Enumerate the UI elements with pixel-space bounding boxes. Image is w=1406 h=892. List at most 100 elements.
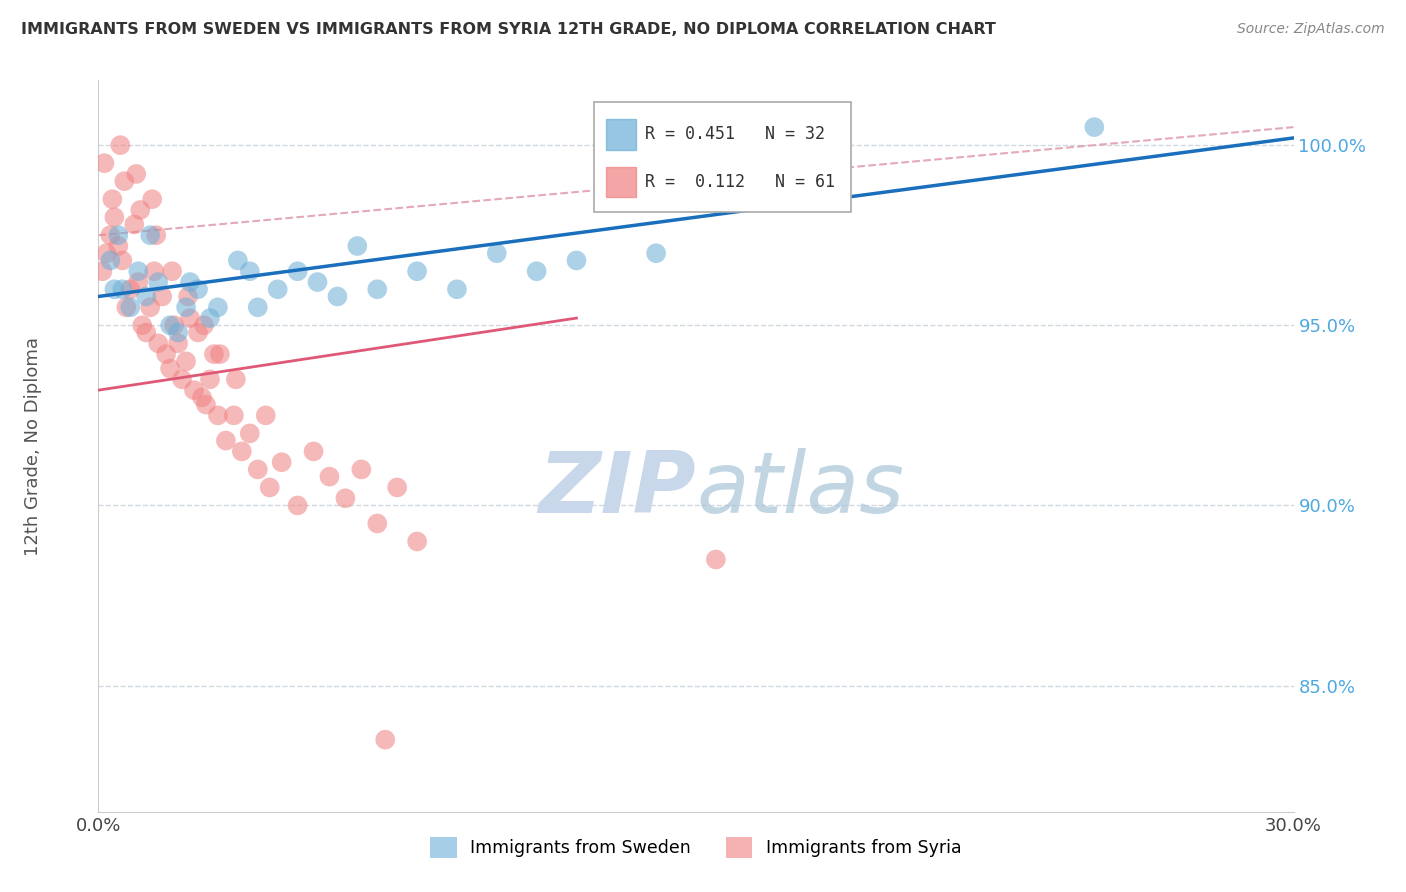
Point: [645, 246, 668, 260]
Point: [526, 264, 548, 278]
Point: [287, 264, 309, 278]
Point: [193, 318, 215, 333]
Point: [446, 282, 468, 296]
Point: [267, 282, 290, 296]
Point: [91, 264, 114, 278]
Point: [159, 318, 181, 333]
Legend: Immigrants from Sweden, Immigrants from Syria: Immigrants from Sweden, Immigrants from …: [423, 830, 969, 865]
Point: [259, 480, 281, 494]
Point: [485, 246, 508, 260]
Point: [127, 264, 149, 278]
Point: [177, 289, 200, 303]
Point: [318, 469, 340, 483]
Text: Source: ZipAtlas.com: Source: ZipAtlas.com: [1237, 22, 1385, 37]
Point: [187, 282, 209, 296]
Point: [101, 192, 124, 206]
Point: [148, 275, 170, 289]
FancyBboxPatch shape: [595, 103, 852, 212]
Text: IMMIGRANTS FROM SWEDEN VS IMMIGRANTS FROM SYRIA 12TH GRADE, NO DIPLOMA CORRELATI: IMMIGRANTS FROM SWEDEN VS IMMIGRANTS FRO…: [21, 22, 995, 37]
Point: [366, 516, 388, 531]
Point: [239, 426, 262, 441]
Point: [107, 228, 129, 243]
Point: [174, 300, 197, 314]
Point: [307, 275, 329, 289]
Point: [111, 282, 134, 296]
Point: [246, 462, 269, 476]
Point: [183, 383, 205, 397]
Point: [131, 318, 153, 333]
Point: [129, 202, 152, 217]
Point: [120, 282, 142, 296]
Point: [179, 275, 201, 289]
Point: [565, 253, 588, 268]
Point: [207, 300, 229, 314]
Point: [127, 275, 149, 289]
Point: [135, 326, 157, 340]
Point: [222, 409, 245, 423]
Point: [98, 228, 122, 243]
Point: [254, 409, 277, 423]
Point: [270, 455, 292, 469]
Point: [115, 300, 138, 314]
Point: [112, 174, 135, 188]
Text: R =  0.112   N = 61: R = 0.112 N = 61: [644, 173, 835, 191]
Text: atlas: atlas: [696, 449, 904, 532]
Point: [103, 282, 125, 296]
Text: ZIP: ZIP: [538, 449, 696, 532]
Point: [346, 239, 368, 253]
Point: [174, 354, 197, 368]
Point: [366, 282, 388, 296]
Point: [215, 434, 238, 448]
Point: [350, 462, 373, 476]
Point: [239, 264, 262, 278]
Point: [111, 253, 134, 268]
Point: [98, 253, 122, 268]
Point: [191, 390, 214, 404]
Point: [135, 289, 157, 303]
Point: [208, 347, 231, 361]
Point: [226, 253, 249, 268]
Point: [187, 326, 209, 340]
Point: [202, 347, 225, 361]
Point: [148, 336, 170, 351]
Point: [225, 372, 247, 386]
Point: [326, 289, 349, 303]
Point: [198, 311, 221, 326]
Point: [704, 552, 727, 566]
Text: R = 0.451   N = 32: R = 0.451 N = 32: [644, 126, 824, 144]
Point: [167, 326, 190, 340]
Point: [246, 300, 269, 314]
Point: [139, 228, 162, 243]
Point: [179, 311, 201, 326]
Point: [150, 289, 173, 303]
Point: [93, 156, 115, 170]
Point: [163, 318, 186, 333]
Point: [406, 264, 429, 278]
Point: [125, 167, 148, 181]
Point: [231, 444, 253, 458]
Text: 12th Grade, No Diploma: 12th Grade, No Diploma: [24, 336, 42, 556]
Point: [120, 300, 142, 314]
Point: [406, 534, 429, 549]
Point: [145, 228, 167, 243]
Point: [160, 264, 183, 278]
Point: [335, 491, 357, 506]
Point: [1083, 120, 1105, 135]
Point: [110, 138, 132, 153]
Point: [103, 210, 125, 224]
Point: [207, 409, 229, 423]
Point: [96, 246, 118, 260]
Point: [159, 361, 181, 376]
Point: [287, 499, 309, 513]
Point: [385, 480, 409, 494]
Point: [141, 192, 163, 206]
Point: [195, 398, 218, 412]
Point: [302, 444, 325, 458]
Point: [124, 218, 146, 232]
Point: [107, 239, 129, 253]
Point: [143, 264, 166, 278]
Point: [167, 336, 190, 351]
Point: [198, 372, 221, 386]
Point: [374, 732, 396, 747]
Point: [155, 347, 177, 361]
